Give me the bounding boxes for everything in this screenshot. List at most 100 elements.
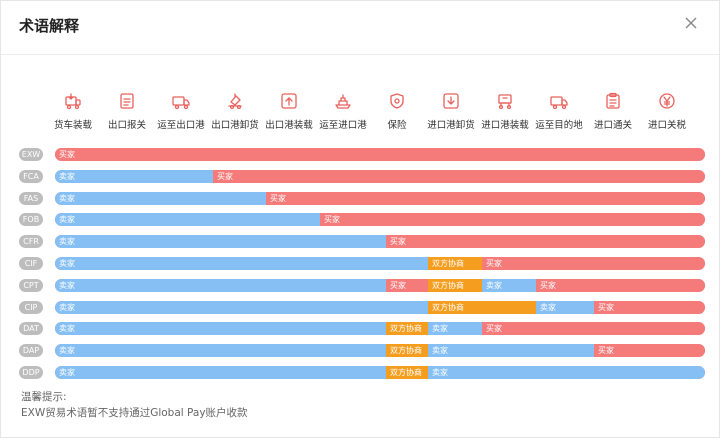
yen-icon [659,93,675,109]
segment-seller: 卖家 [55,322,386,336]
step-9: 进口港装载 [478,91,532,131]
segment-seller: 卖家 [536,300,594,314]
term-badge: CPT [19,278,43,292]
step-label: 出口港装载 [265,120,313,131]
segment-seller: 卖家 [55,257,428,270]
step-label: 运至出口港 [157,120,205,131]
responsibility-bar: 卖家 买家 [55,235,705,249]
cart-icon [498,94,512,110]
segment-buyer: 买家 [320,213,705,227]
segment-label: 卖家 [59,171,75,181]
segment-buyer: 买家 [482,257,705,270]
term-row-fob: FOB 卖家 买家 [19,213,705,227]
responsibility-bar: 卖家 买家 [55,169,705,183]
term-badge: FCA [19,169,43,183]
term-badge: FAS [19,191,43,205]
segment-seller: 卖家 [55,213,320,227]
responsibility-bar: 卖家 买家 [55,213,705,227]
segment-label: 卖家 [59,193,75,203]
segment-label: 买家 [390,280,406,290]
tip-note: 温馨提示: EXW贸易术语暂不支持通过Global Pay账户收款 [21,389,248,421]
segment-buyer: 买家 [594,300,705,314]
segment-seller: 卖家 [428,322,482,336]
truck-icon [550,96,568,110]
term-badge: EXW [19,148,43,161]
segment-label: 卖家 [59,280,75,290]
step-1: 货车装载 [46,91,100,131]
segment-seller: 卖家 [55,169,213,183]
segment-both: 双方协商 [428,278,482,292]
segment-label: 卖家 [59,302,75,312]
segment-label: 卖家 [486,280,502,290]
step-label: 出口港卸货 [211,120,259,131]
term-row-fas: FAS 卖家 买家 [19,191,705,205]
step-label: 运至进口港 [319,120,367,131]
step-label: 进口关税 [647,120,686,131]
step-8: 进口港卸货 [424,91,478,131]
term-badge: CIP [19,300,43,314]
segment-seller: 卖家 [55,344,386,358]
segment-seller: 卖家 [428,366,705,379]
step-12: 进口关税 [640,91,694,131]
segment-label: 双方协商 [390,368,422,377]
clipboard-icon [606,92,620,109]
term-row-ddp: DDP 卖家 双方协商 卖家 [19,366,705,379]
truck-load-icon [65,93,81,110]
segment-label: 双方协商 [432,280,464,290]
responsibility-bar: 买家 [55,148,705,161]
step-3: 运至出口港 [154,91,208,131]
step-label: 进口通关 [593,120,632,131]
segment-label: 卖家 [59,346,75,356]
segment-label: 买家 [598,302,614,312]
responsibility-bar: 卖家 双方协商 卖家 买家 [55,344,705,358]
step-2: 出口报关 [100,91,154,131]
segment-buyer: 买家 [386,235,705,249]
segment-seller: 卖家 [428,344,594,358]
term-badge: DAP [19,344,43,358]
step-label: 出口报关 [107,120,146,131]
term-badge: CIF [19,257,43,270]
segment-label: 卖家 [59,215,75,225]
responsibility-bar: 卖家 买家 [55,191,705,205]
segment-seller: 卖家 [55,278,386,292]
segment-buyer: 买家 [536,278,705,292]
responsibility-bar: 卖家 双方协商 卖家 买家 [55,300,705,314]
term-row-cfr: CFR 卖家 买家 [19,235,705,249]
segment-label: 双方协商 [432,302,464,312]
segment-buyer: 买家 [213,169,705,183]
step-5: 出口港装载 [262,91,316,131]
step-label: 运至目的地 [535,120,583,131]
segment-label: 卖家 [432,368,448,377]
responsibility-bar: 卖家 双方协商 卖家 [55,366,705,379]
segment-buyer: 买家 [55,148,705,161]
segment-buyer: 买家 [482,322,705,336]
responsibility-bar: 卖家 双方协商 卖家 买家 [55,322,705,336]
segment-both: 双方协商 [386,344,428,358]
process-steps: 货车装载 出口报关 运至出口港 出口港卸货 出口港装载 运至进口港 保险 进口港卸货 进口港装载… [47,91,707,141]
segment-label: 买家 [217,171,233,181]
document-icon [120,93,134,109]
segment-label: 卖家 [59,368,75,377]
step-10: 运至目的地 [532,91,586,131]
term-badge: CFR [19,235,43,249]
segment-seller: 卖家 [482,278,536,292]
step-7: 保险 [370,91,424,131]
segment-label: 卖家 [540,302,556,312]
segment-seller: 卖家 [55,235,386,249]
segment-both: 双方协商 [428,300,536,314]
segment-seller: 卖家 [55,300,428,314]
term-row-cpt: CPT 卖家 买家 双方协商 卖家 买家 [19,278,705,292]
segment-label: 双方协商 [390,324,422,334]
term-row-cif: CIF 卖家 双方协商 买家 [19,257,705,270]
step-label: 货车装载 [53,120,92,131]
segment-both: 双方协商 [428,257,482,270]
segment-label: 双方协商 [390,346,422,356]
close-icon[interactable] [683,15,699,31]
step-6: 运至进口港 [316,91,370,131]
step-11: 进口通关 [586,91,640,131]
segment-buyer: 买家 [266,191,705,205]
tip-heading: 温馨提示: [21,391,67,403]
tip-text: EXW贸易术语暂不支持通过Global Pay账户收款 [21,407,248,419]
term-row-fca: FCA 卖家 买家 [19,169,705,183]
